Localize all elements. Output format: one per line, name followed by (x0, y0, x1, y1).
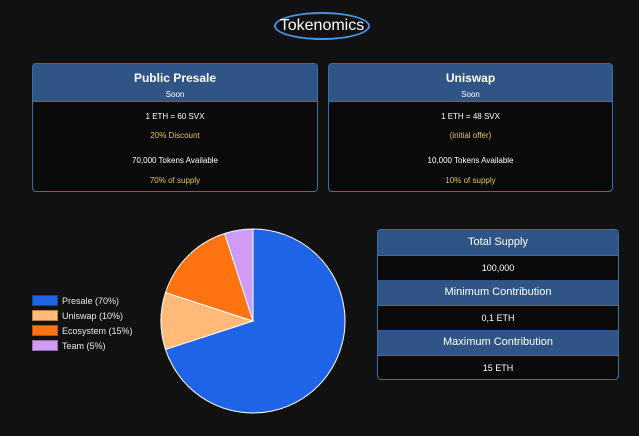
legend-swatch-uniswap (32, 310, 58, 321)
uniswap-title: Uniswap (445, 71, 496, 85)
maximum-contribution-label: Maximum Contribution (378, 330, 618, 356)
contribution-stats-panel: Total Supply 100,000 Minimum Contributio… (377, 229, 619, 380)
total-supply-value: 100,000 (378, 256, 618, 280)
minimum-contribution-label: Minimum Contribution (378, 280, 618, 306)
legend-item-uniswap[interactable]: Uniswap (10%) (32, 308, 133, 323)
legend-swatch-presale (32, 295, 58, 306)
pie-legend: Presale (70%) Uniswap (10%) Ecosystem (1… (32, 293, 133, 353)
presale-card: Public Presale Soon 1 ETH = 60 SVX 20% D… (32, 63, 318, 192)
legend-swatch-team (32, 340, 58, 351)
legend-swatch-ecosystem (32, 325, 58, 336)
presale-card-header: Public Presale Soon (33, 64, 317, 102)
maximum-contribution-value: 15 ETH (378, 356, 618, 379)
pie-slice-ecosystem[interactable] (164, 232, 254, 322)
legend-item-team[interactable]: Team (5%) (32, 338, 133, 353)
total-supply-label: Total Supply (378, 230, 618, 256)
presale-rate: 1 ETH = 60 SVX (145, 112, 205, 121)
legend-item-presale[interactable]: Presale (70%) (32, 293, 133, 308)
legend-label-uniswap: Uniswap (10%) (62, 310, 124, 321)
uniswap-status: Soon (461, 90, 480, 99)
legend-label-presale: Presale (70%) (62, 295, 120, 306)
presale-discount: 20% Discount (150, 131, 200, 140)
uniswap-card: Uniswap Soon 1 ETH = 48 SVX (initial off… (328, 63, 613, 192)
presale-status: Soon (165, 90, 185, 99)
uniswap-initial-offer: (initial offer) (449, 131, 492, 140)
pie-slice-team[interactable] (223, 228, 254, 322)
legend-item-ecosystem[interactable]: Ecosystem (15%) (32, 323, 133, 338)
uniswap-card-header: Uniswap Soon (329, 64, 612, 102)
presale-title: Public Presale (133, 71, 217, 85)
uniswap-supply-share: 10% of supply (445, 176, 496, 185)
presale-available: 70,000 Tokens Available (132, 156, 218, 165)
presale-supply-share: 70% of supply (149, 176, 201, 185)
pie-slice-presale[interactable] (164, 228, 346, 414)
page-title: Tokenomics (279, 17, 365, 34)
uniswap-rate: 1 ETH = 48 SVX (441, 112, 500, 121)
uniswap-available: 10,000 Tokens Available (427, 156, 514, 165)
page-title-oval: Tokenomics (274, 12, 370, 40)
minimum-contribution-value: 0,1 ETH (378, 306, 618, 330)
legend-label-ecosystem: Ecosystem (15%) (62, 325, 133, 336)
tokenomics-pie-chart (160, 228, 346, 414)
legend-label-team: Team (5%) (62, 340, 106, 351)
